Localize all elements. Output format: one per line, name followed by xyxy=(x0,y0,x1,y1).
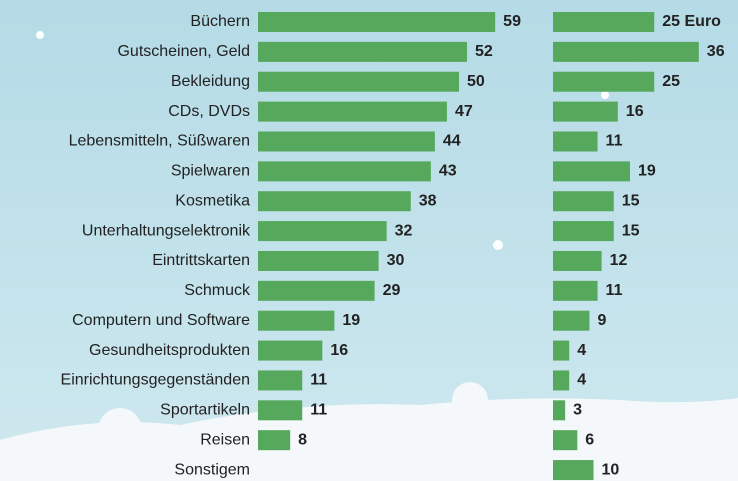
bar xyxy=(258,42,467,62)
value-label: 11 xyxy=(606,282,623,299)
value-label: 43 xyxy=(439,163,457,180)
category-label: Kosmetika xyxy=(175,192,250,209)
value-label: 15 xyxy=(622,192,640,209)
bar xyxy=(553,311,589,331)
snowflake xyxy=(601,91,609,99)
bar xyxy=(553,251,602,271)
value-label: 16 xyxy=(330,342,348,359)
bar xyxy=(553,42,699,62)
bar xyxy=(553,430,577,450)
category-label: Bekleidung xyxy=(171,73,250,90)
bar xyxy=(553,460,594,480)
value-label: 44 xyxy=(443,133,461,150)
bar xyxy=(553,221,614,241)
value-label: 10 xyxy=(602,461,620,478)
snow xyxy=(452,382,488,418)
value-label: 8 xyxy=(298,431,307,448)
bar xyxy=(553,400,565,420)
value-label: 19 xyxy=(638,163,656,180)
value-label: 29 xyxy=(383,282,401,299)
snowflake xyxy=(36,31,44,39)
bar xyxy=(258,400,302,420)
category-label: Büchern xyxy=(190,13,250,30)
value-label: 47 xyxy=(455,103,473,120)
category-label: CDs, DVDs xyxy=(168,103,250,120)
category-label: Computern und Software xyxy=(72,312,250,329)
value-label: 6 xyxy=(585,431,594,448)
value-label: 59 xyxy=(503,13,521,30)
bar xyxy=(258,72,459,92)
value-label: 25 Euro xyxy=(662,13,721,30)
value-label: 15 xyxy=(622,222,640,239)
value-label: 9 xyxy=(597,312,606,329)
snow xyxy=(98,408,142,452)
chart: Büchern Gutscheinen, Geld Bekleidung CDs, D… xyxy=(0,0,738,481)
bar xyxy=(258,102,447,122)
bar xyxy=(553,191,614,211)
bar xyxy=(258,311,334,331)
value-label: 11 xyxy=(310,372,327,389)
value-label: 50 xyxy=(467,73,485,90)
bar xyxy=(258,161,431,181)
value-label: 12 xyxy=(610,252,628,269)
category-label: Gutscheinen, Geld xyxy=(117,43,250,60)
value-label: 4 xyxy=(577,342,586,359)
bar xyxy=(553,12,654,32)
category-label: Lebensmitteln, Süßwaren xyxy=(69,133,250,150)
category-label: Einrichtungsgegenständen xyxy=(61,372,250,389)
value-label: 30 xyxy=(387,252,405,269)
category-label: Spielwaren xyxy=(171,163,250,180)
bar xyxy=(553,370,569,390)
value-label: 36 xyxy=(707,43,725,60)
bar xyxy=(258,281,375,301)
value-label: 16 xyxy=(626,103,644,120)
bar xyxy=(258,12,495,32)
category-label: Unterhaltungselektronik xyxy=(82,222,251,239)
value-label: 4 xyxy=(577,372,586,389)
snowflake xyxy=(493,240,503,250)
category-label: Schmuck xyxy=(184,282,251,299)
category-label: Gesundheitsprodukten xyxy=(89,342,250,359)
value-label: 11 xyxy=(606,133,623,150)
bar xyxy=(258,131,435,151)
value-label: 38 xyxy=(419,192,437,209)
bar xyxy=(553,72,654,92)
category-label: Sonstigem xyxy=(174,461,250,478)
bar xyxy=(258,251,379,271)
bar xyxy=(553,161,630,181)
bar xyxy=(553,131,598,151)
bar xyxy=(258,221,387,241)
category-label: Reisen xyxy=(200,431,250,448)
bar xyxy=(258,191,411,211)
category-label: Eintrittskarten xyxy=(152,252,250,269)
value-label: 3 xyxy=(573,402,582,419)
value-label: 52 xyxy=(475,43,493,60)
bar xyxy=(553,281,598,301)
category-label: Sportartikeln xyxy=(160,402,250,419)
value-label: 32 xyxy=(395,222,413,239)
value-label: 11 xyxy=(310,402,327,419)
value-label: 25 xyxy=(662,73,680,90)
bar xyxy=(258,430,290,450)
bar xyxy=(553,102,618,122)
value-label: 19 xyxy=(342,312,360,329)
bar xyxy=(553,341,569,361)
bar xyxy=(258,341,322,361)
bar xyxy=(258,370,302,390)
